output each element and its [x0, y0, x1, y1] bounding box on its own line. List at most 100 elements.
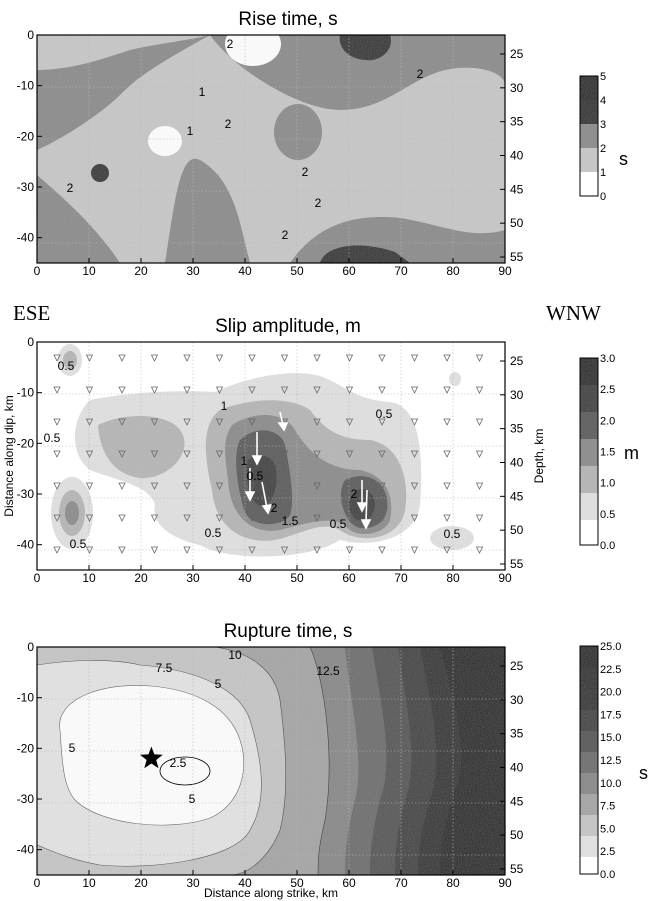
rupture-colorbar-unit: s [639, 763, 648, 783]
slip-vector [118, 418, 126, 426]
slip-panel: ESE WNW Slip amplitude, m [2, 301, 639, 585]
contour-label: 12.5 [316, 664, 340, 678]
depth-tick-label: 30 [510, 81, 524, 95]
slip-vector [248, 386, 256, 394]
contour-label: 0.5 [376, 407, 393, 421]
slip-vector [118, 386, 126, 394]
depth-tick-label: 25 [510, 659, 524, 673]
slip-vector [475, 514, 484, 522]
slip-vector [443, 418, 451, 426]
dip-axis-label: Distance along dip, km [2, 395, 16, 516]
slip-vector [183, 514, 191, 522]
contour-label: 1.5 [282, 514, 299, 528]
y-tick-label: -40 [17, 843, 35, 857]
rise-level-0-1-top [225, 35, 281, 66]
slip-vector [475, 354, 484, 362]
slip-vector [345, 514, 354, 522]
slip-vector [215, 354, 224, 362]
slip-vector [313, 450, 321, 458]
slip-vector [313, 354, 321, 362]
slip-vector [150, 418, 159, 426]
slip-vector [410, 482, 419, 490]
rise-colorbar: 0 1 2 3 4 5 s [579, 71, 628, 203]
slip-vector [475, 418, 484, 426]
rise-contour-labels: 1 1 2 2 2 2 2 2 2 [67, 37, 424, 242]
slip-vector [53, 514, 61, 522]
x-tick-label: 60 [342, 876, 356, 890]
slip-title: Slip amplitude, m [215, 316, 361, 337]
slip-vector [443, 514, 451, 522]
y-tick-label: -20 [17, 129, 35, 143]
slip-vector [85, 546, 94, 554]
contour-label: 2 [351, 487, 358, 501]
depth-tick-label: 50 [510, 828, 524, 842]
slip-vector [345, 386, 354, 394]
depth-tick-label: 25 [510, 354, 524, 368]
slip-vector [280, 514, 289, 522]
y-tick-label: 0 [27, 335, 34, 349]
x-tick-label: 10 [82, 264, 96, 278]
slip-vector [345, 354, 354, 362]
depth-axis-label: Depth, km [532, 429, 546, 484]
contour-label: 2 [67, 181, 74, 195]
contour-label: 7.5 [156, 661, 173, 675]
slip-axes: 0 10 20 30 40 50 60 70 80 90 0 -10 -20 -30 -40 25 30 35 40… [17, 335, 524, 585]
slip-vector [443, 450, 451, 458]
slip-vector [183, 482, 191, 490]
depth-tick-label: 50 [510, 216, 524, 230]
x-tick-label: 90 [498, 264, 512, 278]
slip-vectors [53, 354, 484, 554]
slip-vector [378, 386, 386, 394]
slip-arrows-white [244, 411, 372, 530]
colorbar-tick-label: 1.0 [600, 478, 615, 490]
slip-vector [248, 514, 256, 522]
slip-vector [475, 450, 484, 458]
slip-vector [183, 418, 191, 426]
rise-colorbar-unit: s [619, 149, 628, 169]
x-tick-label: 20 [134, 876, 148, 890]
y-tick-label: -20 [17, 436, 35, 450]
x-tick-label: 10 [82, 571, 96, 585]
x-tick-label: 60 [342, 264, 356, 278]
y-tick-label: 0 [27, 28, 34, 42]
slip-vector [53, 450, 61, 458]
depth-tick-label: 45 [510, 794, 524, 808]
slip-vector [183, 450, 191, 458]
x-tick-label: 90 [498, 571, 512, 585]
contour-label: 1 [187, 124, 194, 138]
y-tick-label: -30 [17, 487, 35, 501]
slip-vector [378, 418, 386, 426]
x-tick-label: 40 [238, 876, 252, 890]
x-tick-label: 0 [34, 876, 41, 890]
slip-vector [410, 418, 419, 426]
contour-label: 2 [302, 165, 309, 179]
slip-vector [410, 514, 419, 522]
slip-vector [378, 482, 386, 490]
contour-label: 2 [315, 196, 322, 210]
depth-tick-label: 35 [510, 727, 524, 741]
rise-time-title: Rise time, s [238, 9, 337, 30]
colorbar-tick-label: 7.5 [600, 801, 615, 813]
colorbar-tick-label: 2.0 [600, 415, 615, 427]
depth-tick-label: 30 [510, 693, 524, 707]
colorbar-tick-label: 3.0 [600, 353, 615, 365]
slip-vector [215, 450, 224, 458]
y-tick-label: -40 [17, 231, 35, 245]
slip-vector [85, 354, 94, 362]
slip-vector [118, 546, 126, 554]
slip-vector [53, 386, 61, 394]
rupture-panel: Rupture time, s [17, 621, 648, 900]
slip-vector [85, 450, 94, 458]
slip-frame [36, 341, 506, 571]
slip-vector [215, 482, 224, 490]
colorbar-tick-label: 0.5 [600, 509, 615, 521]
depth-tick-label: 55 [510, 250, 524, 264]
contour-label: 2.5 [170, 756, 187, 770]
slip-vector [378, 354, 386, 362]
slip-vector [53, 482, 61, 490]
y-tick-label: -30 [17, 180, 35, 194]
colorbar-tick-label: 12.5 [600, 755, 621, 767]
rupture-field [37, 647, 505, 875]
slip-vector [280, 482, 289, 490]
